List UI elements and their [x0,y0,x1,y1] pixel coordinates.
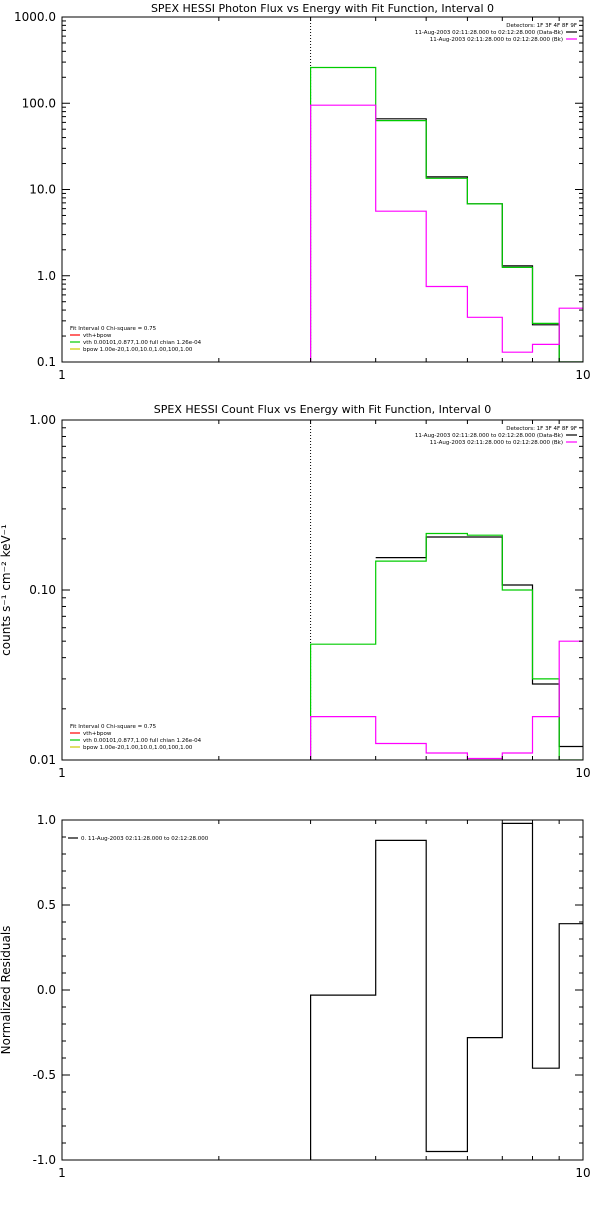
chart-panel-3: -1.0 -0.5 0.0 0.5 1.0 1 10 Normalized Residuals… [0,813,591,1180]
legend-entry-text: bpow 1.00e-20,1.00,10.0,1.00,100,1.00 [83,745,193,751]
legend-entry-text: 11-Aug-2003 02:11:28.000 to 02:12:28.000… [430,37,563,43]
y-tick-label: 0.5 [37,898,56,912]
legend-detectors: Detectors: 1F 3F 4F 8F 9F [506,23,577,29]
x-tick-label: 10 [575,368,590,382]
y-tick-label: 0.1 [37,355,56,369]
legend-detectors: Detectors: 1F 3F 4F 8F 9F [506,426,577,432]
legend-entry-text: vth+bpow [83,731,112,737]
y-tick-label: 0.10 [29,583,56,597]
y-tick-label: 1.00 [29,413,56,427]
y-tick-label: 1.0 [37,813,56,827]
y-tick-label: -0.5 [33,1068,56,1082]
chart-title: SPEX HESSI Count Flux vs Energy with Fit… [154,403,491,416]
y-tick-label: 0.0 [37,983,56,997]
series-line-1 [375,118,583,362]
y-axis-label: counts s⁻¹ cm⁻² keV⁻¹ [0,524,13,656]
series-group [310,66,583,362]
y-tick-label: 1000.0 [14,10,56,24]
x-tick-label: 10 [575,1166,590,1180]
legend-entry-text: 11-Aug-2003 02:11:28.000 to 02:12:28.000… [415,433,563,439]
legend-entry-text: vth 0.00101,0.877,1.00 full chian 1.26e-… [83,738,202,744]
series-line-1 [310,822,583,1160]
chart-title: SPEX HESSI Photon Flux vs Energy with Fi… [151,2,494,15]
plot-frame [61,16,584,363]
x-tick-label: 10 [575,766,590,780]
y-tick-label: -1.0 [33,1153,56,1167]
y-tick-label: 0.01 [29,753,56,767]
series-line-1 [375,536,583,748]
legend-entry-text: vth 0.00101,0.877,1.00 full chian 1.26e-… [83,340,202,346]
y-tick-label: 1.0 [37,269,56,283]
series-line-2 [310,66,583,362]
y-tick-label: 10.0 [29,183,56,197]
legend-fit-header: Fit Interval 0 Chi-square = 0.75 [70,724,157,730]
legend-entry-text: vth+bpow [83,333,112,339]
series-line-3 [310,104,583,362]
plot-frame [61,819,584,1161]
chart-panel-2: SPEX HESSI Count Flux vs Energy with Fit… [0,403,591,780]
series-group [310,822,583,1160]
x-tick-label: 1 [58,368,66,382]
legend-entry-text: bpow 1.00e-20,1.00,10.0,1.00,100,1.00 [83,347,193,353]
legend-entry-text: 11-Aug-2003 02:11:28.000 to 02:12:28.000… [430,440,563,446]
series-group [310,532,583,760]
y-axis-label: Normalized Residuals [0,926,13,1055]
legend-fit-header: Fit Interval 0 Chi-square = 0.75 [70,326,157,332]
series-line-3 [310,640,583,760]
legend-entry-text: 11-Aug-2003 02:11:28.000 to 02:12:28.000… [415,30,563,36]
x-tick-label: 1 [58,1166,66,1180]
chart-panel-1: SPEX HESSI Photon Flux vs Energy with Fi… [14,2,591,382]
series-line-2 [310,532,583,760]
y-tick-label: 100.0 [22,96,56,110]
x-tick-label: 1 [58,766,66,780]
legend-entry-text: 0. 11-Aug-2003 02:11:28.000 to 02:12:28.… [81,836,209,842]
